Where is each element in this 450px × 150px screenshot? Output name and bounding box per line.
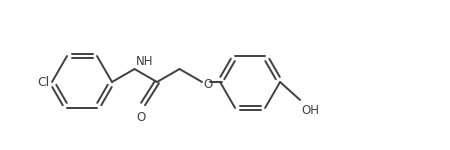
Text: O: O bbox=[136, 111, 146, 124]
Text: Cl: Cl bbox=[37, 75, 49, 88]
Text: O: O bbox=[203, 78, 212, 90]
Text: NH: NH bbox=[135, 55, 153, 68]
Text: OH: OH bbox=[301, 104, 319, 117]
